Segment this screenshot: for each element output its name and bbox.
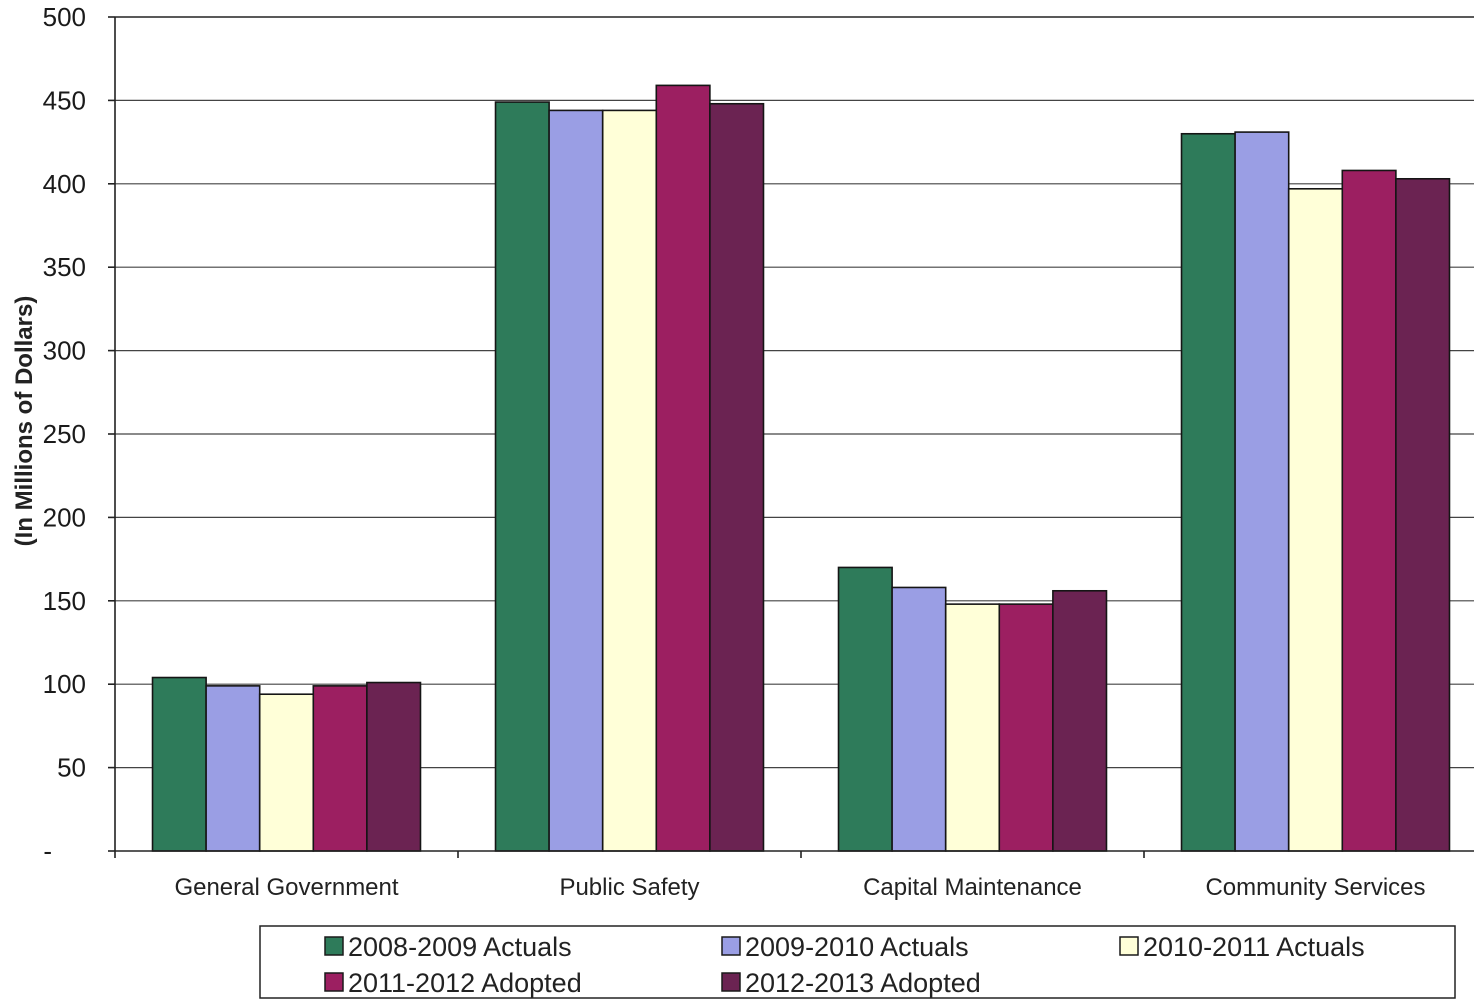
y-axis-label: (In Millions of Dollars) bbox=[11, 296, 38, 547]
bar-community-services-2010-2011-actuals bbox=[1287, 188, 1344, 852]
bar-general-government-2011-2012-adopted bbox=[312, 685, 368, 852]
bar-public-safety-2012-2013-adopted bbox=[709, 102, 765, 852]
bar-general-government-2012-2013-adopted bbox=[366, 681, 422, 852]
legend-box bbox=[259, 925, 1456, 999]
bar-capital-maintenance-2012-2013-adopted bbox=[1052, 589, 1108, 852]
bars bbox=[151, 84, 1451, 852]
legend-swatch bbox=[324, 972, 344, 992]
bar-general-government-2010-2011-actuals bbox=[258, 693, 315, 852]
y-tick-label: 350 bbox=[43, 252, 86, 282]
axis-labels: - 50 100 150 200 250 300 350 400 450 500 General Go… bbox=[43, 2, 1426, 901]
bar-general-government-2009-2010-actuals bbox=[205, 685, 261, 852]
legend-item: 2008-2009 Actuals bbox=[324, 932, 572, 962]
y-tick-label: 250 bbox=[43, 419, 86, 449]
axes bbox=[108, 16, 1474, 858]
legend-label: 2008-2009 Actuals bbox=[348, 932, 572, 962]
x-category-label: Capital Maintenance bbox=[863, 874, 1082, 901]
y-tick-label: 500 bbox=[43, 2, 86, 32]
legend-label: 2010-2011 Actuals bbox=[1143, 932, 1365, 962]
bar-capital-maintenance-2011-2012-adopted bbox=[998, 603, 1054, 852]
x-category-label: General Government bbox=[174, 874, 398, 901]
bar-community-services-2012-2013-adopted bbox=[1395, 177, 1451, 852]
legend-swatch bbox=[721, 972, 741, 992]
legend: 2008-2009 Actuals 2009-2010 Actuals 2010-2… bbox=[259, 925, 1456, 999]
legend-label: 2012-2013 Adopted bbox=[745, 968, 981, 998]
bar-public-safety-2010-2011-actuals bbox=[601, 109, 658, 852]
legend-swatch bbox=[324, 936, 344, 956]
legend-item: 2012-2013 Adopted bbox=[721, 968, 981, 998]
bar-capital-maintenance-2010-2011-actuals bbox=[944, 603, 1001, 852]
bar-public-safety-2011-2012-adopted bbox=[655, 84, 711, 852]
bar-community-services-2009-2010-actuals bbox=[1234, 131, 1290, 852]
legend-label: 2011-2012 Adopted bbox=[348, 968, 582, 998]
y-tick-label: 400 bbox=[43, 169, 86, 199]
bar-capital-maintenance-2008-2009-actuals bbox=[837, 566, 893, 852]
bar-public-safety-2008-2009-actuals bbox=[494, 101, 550, 852]
bar-community-services-2008-2009-actuals bbox=[1180, 132, 1236, 852]
x-category-label: Community Services bbox=[1205, 874, 1425, 901]
legend-swatch bbox=[721, 936, 741, 956]
legend-swatch bbox=[1119, 936, 1139, 956]
y-tick-label: 200 bbox=[43, 502, 86, 532]
legend-label: 2009-2010 Actuals bbox=[745, 932, 969, 962]
y-tick-label: 150 bbox=[43, 586, 86, 616]
y-tick-label: 450 bbox=[43, 85, 86, 115]
legend-item: 2009-2010 Actuals bbox=[721, 932, 969, 962]
bar-public-safety-2009-2010-actuals bbox=[548, 109, 604, 852]
legend-item: 2011-2012 Adopted bbox=[324, 968, 582, 998]
bar-general-government-2008-2009-actuals bbox=[151, 676, 207, 852]
bar-capital-maintenance-2009-2010-actuals bbox=[891, 586, 947, 852]
legend-item: 2010-2011 Actuals bbox=[1119, 932, 1365, 962]
y-tick-label: 50 bbox=[57, 753, 86, 783]
y-tick-label: 100 bbox=[43, 669, 86, 699]
x-category-label: Public Safety bbox=[559, 874, 699, 901]
bar-community-services-2011-2012-adopted bbox=[1341, 169, 1397, 852]
y-tick-label: - bbox=[43, 836, 52, 866]
y-tick-label: 300 bbox=[43, 336, 86, 366]
